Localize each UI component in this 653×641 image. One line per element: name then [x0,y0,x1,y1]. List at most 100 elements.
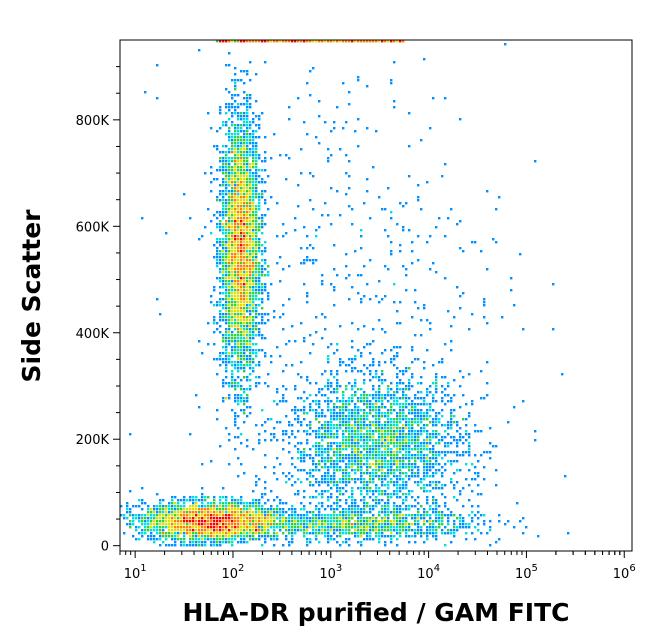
density-dot [246,160,249,163]
density-dot [414,301,417,304]
density-dot [402,382,405,385]
density-dot [420,421,423,424]
density-dot [342,391,345,394]
density-dot [258,292,261,295]
density-dot [432,421,435,424]
density-dot [405,457,408,460]
density-dot [450,409,453,412]
density-dot [489,427,492,430]
density-dot [279,280,282,283]
density-dot [306,292,309,295]
density-dot [315,259,318,262]
density-dot [150,514,153,517]
density-dot [453,526,456,529]
density-dot [171,523,174,526]
density-dot [456,286,459,289]
density-dot [396,373,399,376]
density-dot [489,451,492,454]
density-dot [372,385,375,388]
density-dot [351,490,354,493]
density-dot [327,535,330,538]
density-dot [243,316,246,319]
density-dot [414,448,417,451]
density-dot [318,529,321,532]
density-dot [240,127,243,130]
density-dot [336,442,339,445]
density-dot [243,355,246,358]
density-dot [240,286,243,289]
density-dot [132,520,135,523]
density-dot [243,403,246,406]
density-dot [378,433,381,436]
density-dot [375,295,378,298]
density-dot [357,370,360,373]
density-dot [474,466,477,469]
density-dot [363,382,366,385]
density-dot [201,499,204,502]
density-dot [258,304,261,307]
density-dot [357,412,360,415]
density-dot [324,421,327,424]
density-dot [471,400,474,403]
density-dot [378,436,381,439]
density-dot [225,103,228,106]
density-dot [462,520,465,523]
density-dot [462,505,465,508]
density-dot [252,133,255,136]
density-dot [381,499,384,502]
density-dot [297,397,300,400]
density-dot [408,451,411,454]
density-dot [228,334,231,337]
density-dot [315,415,318,418]
density-dot [360,445,363,448]
density-dot [321,412,324,415]
density-dot [324,451,327,454]
density-dot [315,490,318,493]
density-dot [363,472,366,475]
density-dot [192,529,195,532]
density-dot [435,535,438,538]
density-dot [237,112,240,115]
density-dot [222,265,225,268]
density-dot [195,502,198,505]
density-dot [297,457,300,460]
density-dot [405,427,408,430]
density-dot [240,409,243,412]
density-dot [267,298,270,301]
density-dot [432,499,435,502]
density-dot [321,529,324,532]
density-dot [279,502,282,505]
density-dot [264,157,267,160]
density-dot [249,343,252,346]
density-dot [345,499,348,502]
density-dot [459,427,462,430]
density-dot [393,409,396,412]
density-dot [213,526,216,529]
density-dot [330,487,333,490]
density-dot [411,316,414,319]
density-dot [354,40,357,43]
density-dot [252,226,255,229]
density-dot [297,430,300,433]
density-dot [309,475,312,478]
density-dot [273,400,276,403]
density-dot [333,286,336,289]
density-dot [327,214,330,217]
density-dot [324,466,327,469]
density-dot [216,418,219,421]
density-dot [159,544,162,547]
density-dot [258,244,261,247]
density-dot [309,496,312,499]
density-dot [324,460,327,463]
density-dot [228,514,231,517]
density-dot [231,409,234,412]
density-dot [300,397,303,400]
density-dot [195,505,198,508]
density-dot [234,508,237,511]
density-dot [234,361,237,364]
density-dot [474,526,477,529]
density-dot [153,529,156,532]
density-dot [387,235,390,238]
density-dot [240,532,243,535]
density-dot [405,529,408,532]
